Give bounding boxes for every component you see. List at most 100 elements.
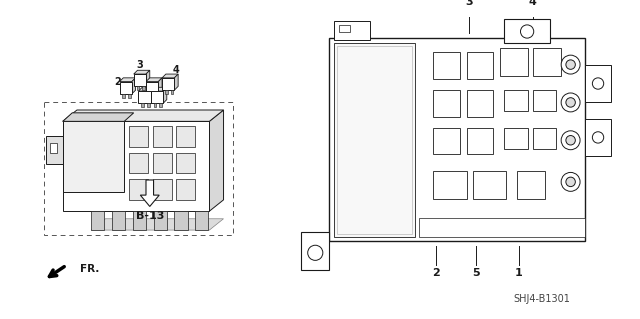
Bar bbox=[504, 19, 550, 43]
Circle shape bbox=[593, 78, 604, 89]
Circle shape bbox=[566, 98, 575, 107]
Text: 2: 2 bbox=[115, 77, 122, 87]
Polygon shape bbox=[209, 110, 223, 211]
Bar bbox=[152, 126, 172, 147]
Circle shape bbox=[520, 25, 534, 38]
Bar bbox=[146, 82, 158, 94]
Circle shape bbox=[566, 177, 575, 187]
Bar bbox=[467, 128, 493, 154]
Bar bbox=[176, 179, 195, 200]
Polygon shape bbox=[146, 70, 150, 86]
Bar bbox=[467, 52, 493, 79]
Bar bbox=[504, 90, 528, 111]
Polygon shape bbox=[301, 232, 330, 270]
Bar bbox=[339, 25, 350, 33]
Circle shape bbox=[561, 55, 580, 74]
Bar bbox=[154, 211, 167, 230]
Bar bbox=[147, 103, 150, 107]
Polygon shape bbox=[162, 74, 178, 78]
Polygon shape bbox=[120, 78, 136, 82]
Polygon shape bbox=[146, 78, 162, 82]
Bar bbox=[134, 74, 146, 86]
Bar bbox=[63, 121, 209, 211]
Bar bbox=[176, 152, 195, 173]
Polygon shape bbox=[163, 87, 167, 103]
Circle shape bbox=[561, 93, 580, 112]
Text: 4: 4 bbox=[172, 65, 179, 75]
Polygon shape bbox=[140, 180, 159, 206]
Polygon shape bbox=[158, 78, 162, 94]
Bar bbox=[419, 218, 585, 237]
Bar bbox=[122, 94, 125, 98]
Bar bbox=[49, 143, 57, 152]
Circle shape bbox=[561, 131, 580, 150]
Bar bbox=[129, 152, 148, 173]
Bar bbox=[162, 78, 174, 90]
Circle shape bbox=[561, 172, 580, 191]
Bar bbox=[128, 94, 131, 98]
Polygon shape bbox=[150, 87, 167, 91]
Bar bbox=[138, 91, 150, 103]
Bar bbox=[136, 86, 140, 90]
Bar bbox=[159, 103, 162, 107]
Circle shape bbox=[593, 132, 604, 143]
Bar bbox=[120, 82, 132, 94]
Polygon shape bbox=[91, 219, 223, 230]
Bar bbox=[152, 179, 172, 200]
Bar bbox=[585, 119, 611, 156]
Bar bbox=[165, 90, 168, 94]
Circle shape bbox=[566, 60, 575, 69]
Bar bbox=[63, 121, 124, 192]
Bar bbox=[467, 90, 493, 117]
Bar bbox=[330, 38, 585, 241]
Bar bbox=[154, 94, 157, 98]
Bar bbox=[142, 86, 145, 90]
Bar bbox=[585, 65, 611, 102]
Bar bbox=[176, 126, 195, 147]
Text: FR.: FR. bbox=[80, 264, 99, 274]
Bar bbox=[433, 128, 460, 154]
Text: 2: 2 bbox=[433, 268, 440, 278]
Text: B-13: B-13 bbox=[136, 211, 164, 221]
Bar bbox=[334, 43, 415, 237]
Bar bbox=[129, 126, 148, 147]
Polygon shape bbox=[63, 110, 223, 121]
Text: 3: 3 bbox=[136, 60, 143, 70]
Bar bbox=[91, 211, 104, 230]
Polygon shape bbox=[63, 113, 134, 121]
Polygon shape bbox=[150, 87, 154, 103]
Text: 5: 5 bbox=[472, 268, 480, 278]
Bar bbox=[195, 211, 209, 230]
Polygon shape bbox=[45, 136, 63, 164]
Bar bbox=[504, 128, 528, 149]
Text: 4: 4 bbox=[529, 0, 537, 7]
Bar bbox=[150, 91, 163, 103]
Bar bbox=[44, 102, 233, 235]
Bar bbox=[149, 94, 152, 98]
Text: 1: 1 bbox=[158, 95, 165, 105]
Bar bbox=[500, 48, 528, 76]
Bar bbox=[334, 21, 370, 40]
Text: SHJ4-B1301: SHJ4-B1301 bbox=[514, 294, 571, 304]
Bar bbox=[433, 171, 467, 199]
Bar bbox=[433, 52, 460, 79]
Bar bbox=[473, 171, 506, 199]
Bar bbox=[129, 179, 148, 200]
Bar bbox=[112, 211, 125, 230]
Circle shape bbox=[566, 136, 575, 145]
Bar bbox=[132, 211, 146, 230]
Bar bbox=[532, 128, 556, 149]
Bar bbox=[516, 171, 545, 199]
Bar bbox=[171, 90, 173, 94]
Bar bbox=[174, 211, 188, 230]
Bar bbox=[154, 103, 156, 107]
Bar bbox=[532, 48, 561, 76]
Polygon shape bbox=[132, 78, 136, 94]
Text: 5: 5 bbox=[140, 95, 146, 105]
Polygon shape bbox=[134, 70, 150, 74]
Bar bbox=[152, 152, 172, 173]
Text: 3: 3 bbox=[466, 0, 473, 7]
Polygon shape bbox=[138, 87, 154, 91]
Text: 1: 1 bbox=[515, 268, 522, 278]
Bar bbox=[433, 90, 460, 117]
